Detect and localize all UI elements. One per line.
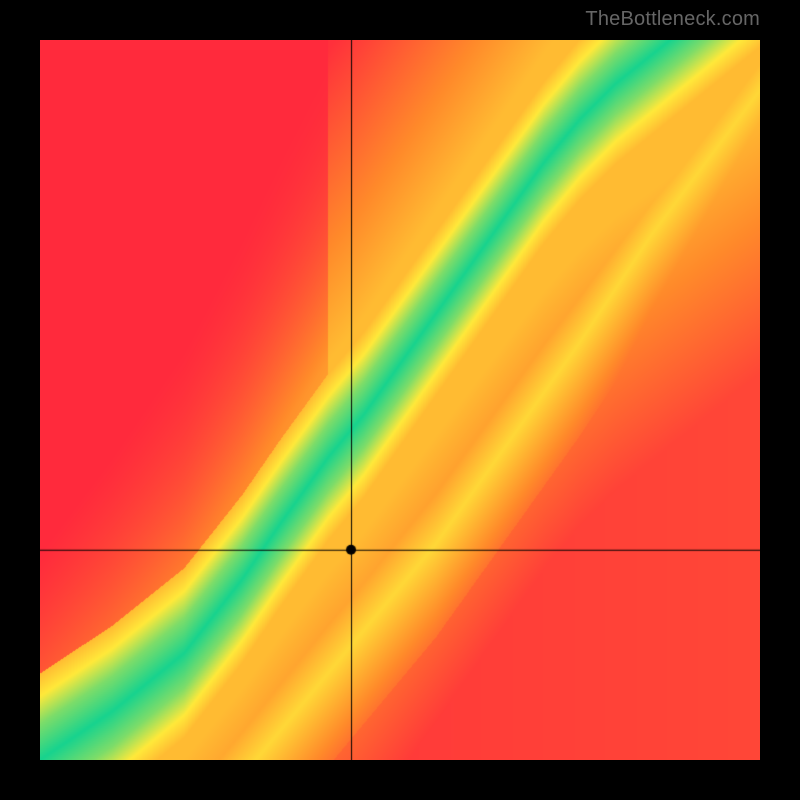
watermark-text: TheBottleneck.com — [585, 8, 760, 31]
heatmap-canvas — [40, 40, 760, 760]
chart-frame: TheBottleneck.com — [0, 0, 800, 800]
